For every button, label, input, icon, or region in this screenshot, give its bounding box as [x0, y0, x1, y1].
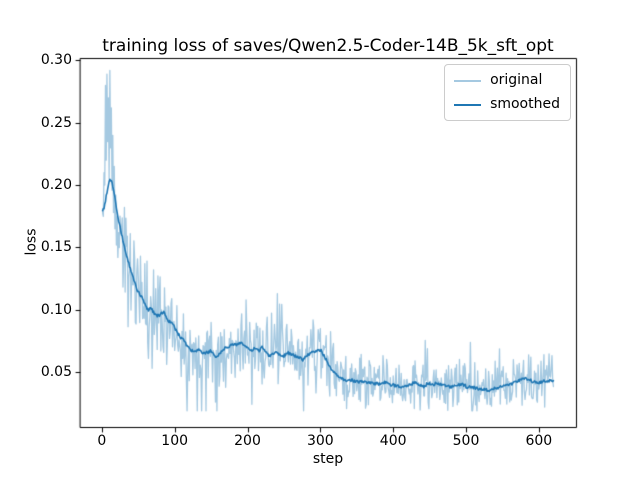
y-tick-label: 0.20: [40, 177, 72, 194]
chart-title: training loss of saves/Qwen2.5-Coder-14B…: [102, 36, 554, 56]
x-axis-label: step: [312, 451, 344, 467]
x-tick-label: 100: [161, 433, 189, 449]
legend-entry-smoothed: smoothed: [454, 96, 560, 113]
legend-label-original: original: [490, 72, 543, 88]
legend-label-smoothed: smoothed: [490, 96, 560, 112]
y-tick-label: 0.10: [40, 301, 72, 318]
x-tick-label: 200: [234, 433, 261, 449]
smoothed-line-swatch: [454, 103, 482, 106]
y-tick-label: 0.05: [40, 364, 72, 381]
x-tick-label: 300: [306, 433, 334, 449]
x-tick-label: 400: [379, 433, 407, 449]
x-tick-label: 600: [525, 433, 553, 449]
x-tick-label: 0: [97, 433, 107, 449]
legend-entry-original: original: [454, 72, 560, 89]
y-tick-label: 0.30: [40, 52, 72, 69]
legend: original smoothed: [444, 64, 571, 121]
x-tick-label: 500: [452, 433, 480, 449]
original-line-swatch: [454, 79, 482, 82]
y-tick-label: 0.15: [40, 239, 72, 256]
y-tick-label: 0.25: [40, 114, 72, 131]
